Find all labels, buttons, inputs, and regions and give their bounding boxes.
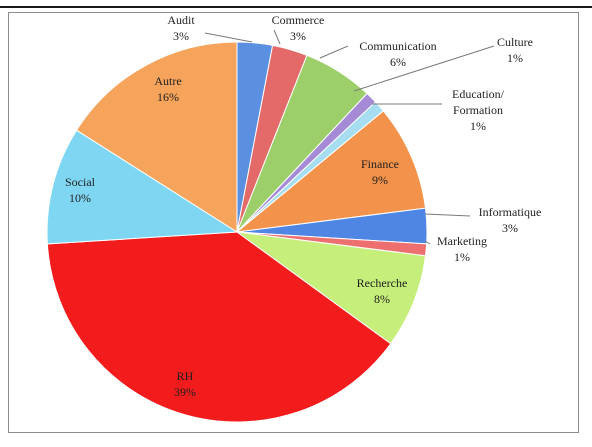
- slice-pct-autre: 16%: [157, 90, 179, 104]
- slice-pct-education-formation: 1%: [470, 119, 486, 133]
- slice-pct-finance: 9%: [372, 173, 388, 187]
- top-rule: [0, 6, 592, 8]
- pie-slice-recherche: [236, 231, 427, 345]
- slice-label-culture: Culture 1%: [497, 35, 533, 65]
- slice-pct-informatique: 3%: [502, 221, 518, 235]
- slice-pct-audit: 3%: [173, 29, 189, 43]
- pie-slice-autre: [75, 41, 238, 233]
- slice-label-informatique: Informatique 3%: [479, 205, 542, 235]
- slice-label-marketing: Marketing 1%: [437, 234, 487, 264]
- leader-line-marketing: [424, 240, 431, 245]
- leader-line-audit: [204, 32, 253, 43]
- slice-label-rh: RH 39%: [174, 369, 196, 399]
- pie-slice-rh: [46, 231, 392, 423]
- slice-label-audit: Audit 3%: [167, 13, 195, 43]
- slice-label-social: Social 10%: [65, 175, 96, 205]
- leader-line-informatique: [424, 213, 471, 217]
- slice-pct-recherche: 8%: [374, 292, 390, 306]
- slice-label-autre: Autre 16%: [154, 74, 181, 104]
- pie-slice-finance: [235, 110, 427, 233]
- slice-label-finance: Finance 9%: [361, 157, 399, 187]
- slice-pct-culture: 1%: [507, 51, 523, 65]
- slice-label-education-formation: Education/Formation 1%: [452, 87, 505, 133]
- leader-line-commerce: [273, 29, 281, 45]
- slice-pct-social: 10%: [69, 191, 91, 205]
- slice-pct-communication: 6%: [390, 55, 406, 69]
- slice-pct-rh: 39%: [174, 385, 196, 399]
- slice-label-commerce: Commerce 3%: [272, 13, 325, 43]
- leader-line-communication: [319, 45, 349, 59]
- slice-label-communication: Communication 6%: [359, 39, 436, 69]
- slice-label-recherche: Recherche 8%: [357, 276, 408, 306]
- slice-pct-marketing: 1%: [454, 250, 470, 264]
- leader-line-culture: [353, 45, 495, 92]
- slice-pct-commerce: 3%: [290, 29, 306, 43]
- pie-slice-social: [46, 129, 239, 245]
